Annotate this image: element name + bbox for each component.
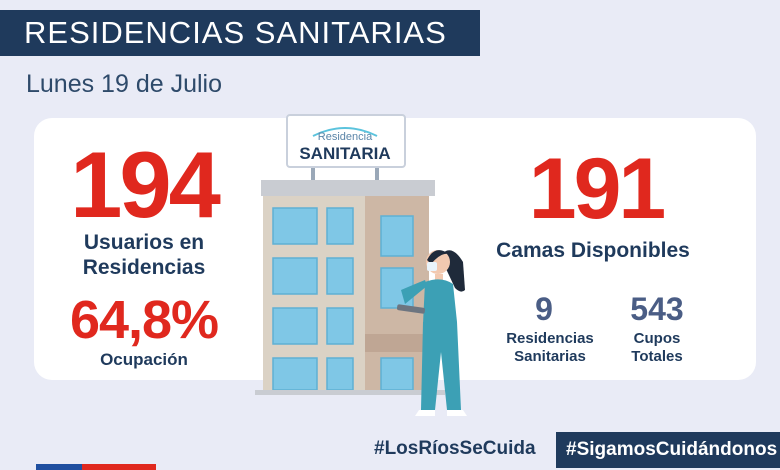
camas-value: 191	[528, 141, 667, 237]
hashtag-sigamos-banner: #SigamosCuidándonos	[556, 432, 780, 468]
sign-bottom-text: SANITARIA	[299, 144, 390, 163]
ocupacion-value: 64,8%	[69, 290, 219, 350]
residence-building-illustration: Residencia SANITARIA	[255, 114, 467, 416]
hashtag-sigamos: #SigamosCuidándonos	[566, 439, 778, 460]
usuarios-label-line2: Residencias	[82, 256, 206, 279]
usuarios-value: 194	[70, 132, 221, 237]
flag-stripe-red	[82, 464, 156, 470]
page-title: RESIDENCIAS SANITARIAS	[24, 15, 447, 50]
residencia-sign	[286, 114, 406, 168]
camas-label: Camas Disponibles	[496, 239, 690, 262]
nurse-figure	[396, 250, 467, 416]
residencias-label-line1: Residencias	[506, 330, 594, 347]
residencias-value: 9	[535, 291, 553, 327]
cupos-value: 543	[630, 291, 684, 327]
title-banner: RESIDENCIAS SANITARIAS	[0, 10, 480, 56]
usuarios-label-line1: Usuarios en	[83, 231, 205, 254]
sign-top-text: Residencia	[318, 131, 373, 143]
date-label: Lunes 19 de Julio	[26, 70, 222, 98]
cupos-label-line1: Cupos	[633, 330, 681, 347]
cupos-label-line2: Totales	[631, 348, 683, 365]
ocupacion-label: Ocupación	[100, 350, 188, 369]
hashtag-los-rios: #LosRíosSeCuida	[374, 438, 536, 459]
residencias-label-line2: Sanitarias	[514, 348, 586, 365]
flag-stripe-blue	[36, 464, 82, 470]
